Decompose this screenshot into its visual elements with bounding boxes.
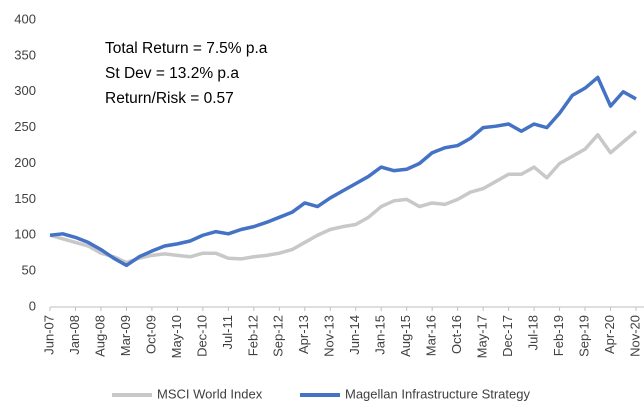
x-tick-label: Apr-13 <box>296 315 311 354</box>
x-tick-label: Jan-15 <box>373 315 388 355</box>
x-tick-label: Apr-20 <box>602 315 617 354</box>
x-tick-label: Jun-07 <box>41 315 56 355</box>
x-tick-label: Nov-13 <box>322 315 337 357</box>
y-tick-label: 0 <box>29 298 36 313</box>
x-tick-label: Jan-08 <box>67 315 82 355</box>
legend-label: Magellan Infrastructure Strategy <box>345 386 530 401</box>
y-tick-label: 50 <box>22 263 36 278</box>
y-tick-label: 250 <box>14 119 36 134</box>
annotation: Return/Risk = 0.57 <box>105 90 234 107</box>
annotation: Total Return = 7.5% p.a <box>105 40 268 57</box>
series-line <box>49 129 638 265</box>
legend-label: MSCI World Index <box>157 386 263 401</box>
x-tick-label: May-10 <box>169 315 184 358</box>
x-tick-label: Jul-11 <box>220 315 235 349</box>
y-tick-label: 100 <box>14 227 36 242</box>
x-tick-label: May-17 <box>475 315 490 358</box>
y-tick-label: 150 <box>14 191 36 206</box>
x-tick-label: Jul-18 <box>526 315 541 350</box>
y-tick-label: 200 <box>14 155 36 170</box>
y-tick-label: 350 <box>14 47 36 62</box>
x-tick-label: Mar-16 <box>424 315 439 356</box>
y-tick-label: 400 <box>14 11 36 26</box>
x-tick-label: Jun-14 <box>347 315 362 355</box>
x-tick-label: Feb-12 <box>245 315 260 356</box>
x-tick-label: Aug-08 <box>92 315 107 357</box>
x-tick-label: Oct-16 <box>449 315 464 354</box>
annotation: St Dev = 13.2% p.a <box>105 65 239 82</box>
x-tick-label: Mar-09 <box>118 315 133 356</box>
x-tick-label: Nov-20 <box>627 315 642 357</box>
x-tick-label: Dec-17 <box>500 315 515 357</box>
x-tick-label: Sep-12 <box>271 315 286 357</box>
x-tick-label: Oct-09 <box>143 315 158 354</box>
x-tick-label: Sep-19 <box>576 315 591 357</box>
series-line <box>49 75 637 268</box>
x-tick-label: Aug-15 <box>398 315 413 357</box>
y-tick-label: 300 <box>14 83 36 98</box>
x-tick-label: Feb-19 <box>551 315 566 356</box>
x-tick-label: Dec-10 <box>194 315 209 357</box>
